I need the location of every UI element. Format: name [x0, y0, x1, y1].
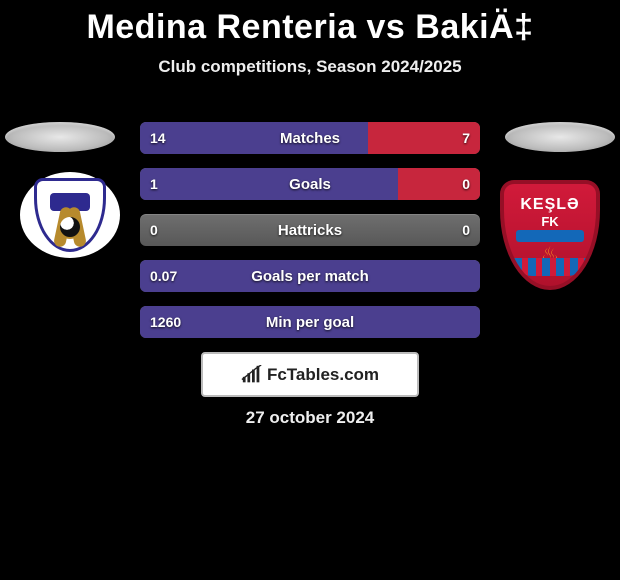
stat-row: 00Hattricks	[140, 214, 480, 246]
fctables-badge[interactable]: FcTables.com	[201, 352, 419, 397]
page-title: Medina Renteria vs BakiÄ‡	[0, 0, 620, 47]
fill-left	[140, 168, 398, 200]
stat-rows: 147Matches 10Goals 00Hattricks 0.07Goals pe…	[140, 122, 480, 352]
fill-left	[140, 260, 480, 292]
fill-left	[140, 306, 480, 338]
kesla-word: KEŞLƏ	[504, 196, 596, 214]
stat-row: 1260Min per goal	[140, 306, 480, 338]
badge-text: FcTables.com	[267, 365, 379, 385]
stat-row: 147Matches	[140, 122, 480, 154]
player-avatar-placeholder-right	[505, 122, 615, 152]
fill-right	[398, 168, 480, 200]
kesla-fk: FK	[504, 214, 596, 229]
player-avatar-placeholder-left	[5, 122, 115, 152]
stat-row: 10Goals	[140, 168, 480, 200]
page-subtitle: Club competitions, Season 2024/2025	[0, 57, 620, 77]
qarabag-crest-icon	[20, 172, 120, 272]
fill-left	[140, 122, 368, 154]
bar-chart-icon	[241, 365, 263, 385]
stat-row: 0.07Goals per match	[140, 260, 480, 292]
row-background	[140, 214, 480, 246]
comparison-card: Medina Renteria vs BakiÄ‡ Club competiti…	[0, 0, 620, 580]
date-text: 27 october 2024	[0, 408, 620, 428]
fill-right	[368, 122, 480, 154]
kesla-crest-icon: KEŞLƏ FK ♨	[500, 180, 600, 280]
